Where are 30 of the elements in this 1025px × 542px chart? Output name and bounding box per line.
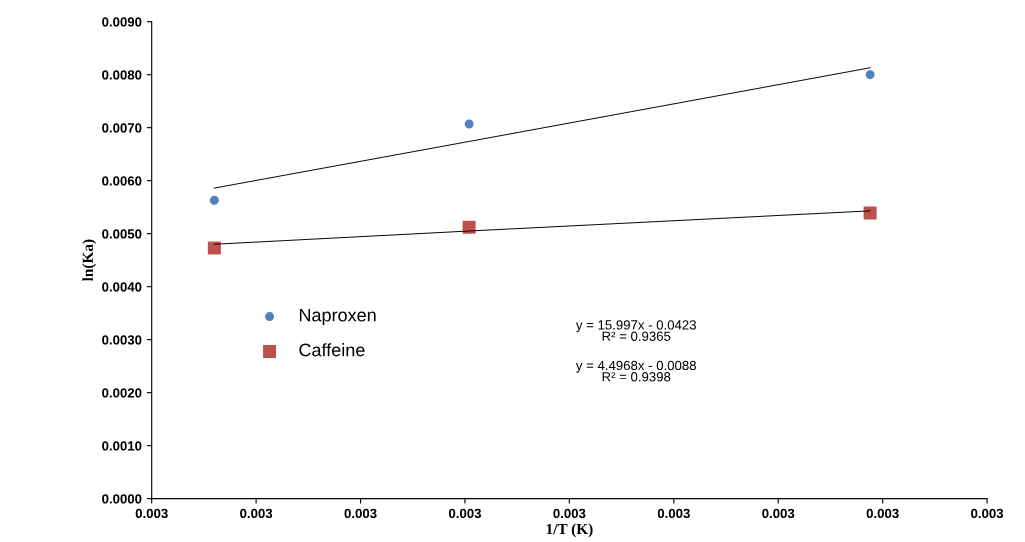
x-tick-label: 0.003 [657,508,690,519]
x-axis-title: 1/T (K) [546,523,593,538]
y-tick-label: 0.0020 [102,388,142,398]
legend-label: Naproxen [299,308,376,326]
point [863,206,877,220]
point [865,70,875,80]
x-tick-label: 0.003 [240,508,273,519]
x-tick-label: 0.003 [135,508,168,519]
x-tick-label: 0.003 [971,508,1004,519]
y-tick-label: 0.0060 [102,176,142,186]
y-tick-label: 0.0050 [102,229,142,239]
x-tick-label: 0.003 [344,508,377,519]
y-tick-label: 0.0040 [102,282,142,292]
y-tick-label: 0.0000 [102,494,142,504]
y-axis-title: ln(Ka) [82,239,97,282]
legend-label: Caffeine [299,343,365,357]
y-tick-label: 0.0010 [102,441,142,451]
point [464,119,474,129]
y-tick-label: 0.0080 [102,70,142,80]
x-tick-label: 0.003 [553,508,586,519]
x-tick-label: 0.003 [762,508,795,519]
y-tick-label: 0.0090 [102,17,142,27]
y-tick-label: 0.0030 [102,335,142,345]
point [207,241,221,255]
annotation: y = 4.4968x - 0.0088 R² = 0.9398 [575,360,696,382]
annotation: y = 15.997x - 0.0423 R² = 0.9365 [575,320,696,341]
x-tick-label: 0.003 [866,508,899,519]
point [209,195,219,205]
y-tick-label: 0.0070 [102,123,142,133]
x-tick-label: 0.003 [448,508,481,519]
